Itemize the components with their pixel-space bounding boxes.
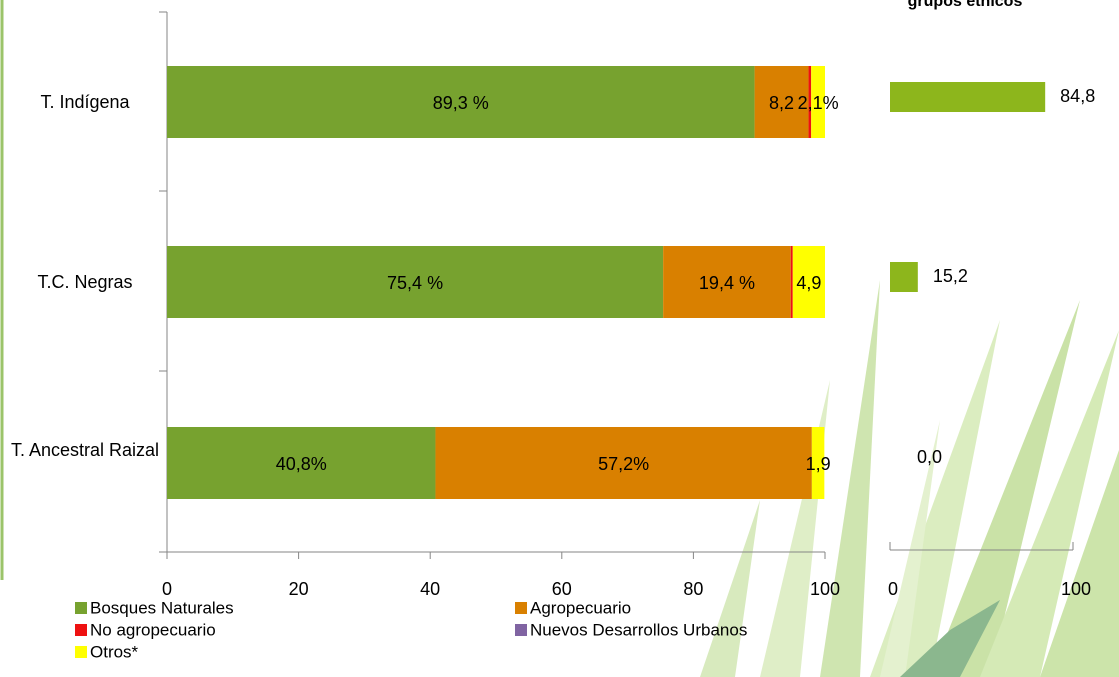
legend-label: Nuevos Desarrollos Urbanos <box>530 620 747 639</box>
bar <box>890 82 1046 112</box>
data-label: 40,8% <box>276 454 327 474</box>
category-label: T. Ancestral Raizal <box>10 440 160 460</box>
legend-swatch <box>515 602 527 614</box>
legend-swatch <box>75 602 87 614</box>
legend-swatch <box>515 624 527 636</box>
category-label: T.C. Negras <box>37 272 133 292</box>
data-label: 1,9 <box>806 454 831 474</box>
data-label: 57,2% <box>598 454 649 474</box>
bar-segment <box>167 246 664 318</box>
x-tick-label: 0 <box>162 579 172 599</box>
bar-segment <box>790 246 793 318</box>
x-tick-label: 80 <box>683 579 703 599</box>
data-label: 89,3 % <box>433 93 489 113</box>
legend-swatch <box>75 646 87 658</box>
data-label: 0,0 <box>917 447 942 467</box>
data-label: 75,4 % <box>387 273 443 293</box>
data-label: 84,8 <box>1060 86 1095 106</box>
x-tick-label: 40 <box>420 579 440 599</box>
legend-label: Bosques Naturales <box>90 598 234 617</box>
data-label: 4,9 <box>796 273 821 293</box>
decoration <box>700 280 1119 677</box>
bar-segment <box>167 427 436 499</box>
data-label: 19,4 % <box>699 273 755 293</box>
bar-segment <box>435 427 812 499</box>
data-label: 8,2 <box>769 93 794 113</box>
bar-segment <box>811 66 825 138</box>
legend-label: Agropecuario <box>530 598 631 617</box>
bar-segment <box>167 66 755 138</box>
legend-label: Otros* <box>90 642 139 661</box>
x-tick-label: 20 <box>289 579 309 599</box>
data-label: 2,1% <box>798 93 839 113</box>
bar <box>890 262 918 292</box>
bar-segment <box>754 66 809 138</box>
bar-segment <box>792 246 825 318</box>
legend-swatch <box>75 624 87 636</box>
chart-title: grupos étnicos <box>908 0 1023 10</box>
x-tick-label: 100 <box>810 579 840 599</box>
data-label: 15,2 <box>933 266 968 286</box>
category-label: T. Indígena <box>40 92 130 112</box>
bar-segment <box>811 427 825 499</box>
bar-segment <box>808 66 812 138</box>
x-tick-label: 100 <box>1061 579 1091 599</box>
legend-label: No agropecuario <box>90 620 216 639</box>
bar-segment <box>663 246 791 318</box>
x-tick-label: 60 <box>552 579 572 599</box>
x-tick-label: 0 <box>888 579 898 599</box>
